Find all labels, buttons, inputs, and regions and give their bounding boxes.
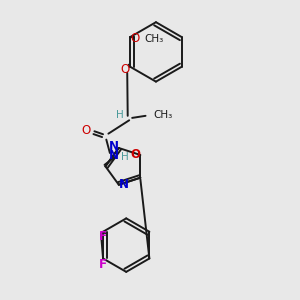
- Text: O: O: [121, 63, 130, 76]
- Text: N: N: [108, 148, 118, 162]
- Text: F: F: [99, 230, 107, 243]
- Text: F: F: [99, 258, 107, 271]
- Text: N: N: [108, 140, 118, 153]
- Text: N: N: [119, 178, 129, 191]
- Text: CH₃: CH₃: [153, 110, 172, 120]
- Text: H: H: [121, 152, 129, 161]
- Text: O: O: [130, 32, 140, 45]
- Text: O: O: [82, 124, 91, 137]
- Text: CH₃: CH₃: [144, 34, 164, 44]
- Text: O: O: [130, 148, 140, 161]
- Text: H: H: [116, 110, 123, 120]
